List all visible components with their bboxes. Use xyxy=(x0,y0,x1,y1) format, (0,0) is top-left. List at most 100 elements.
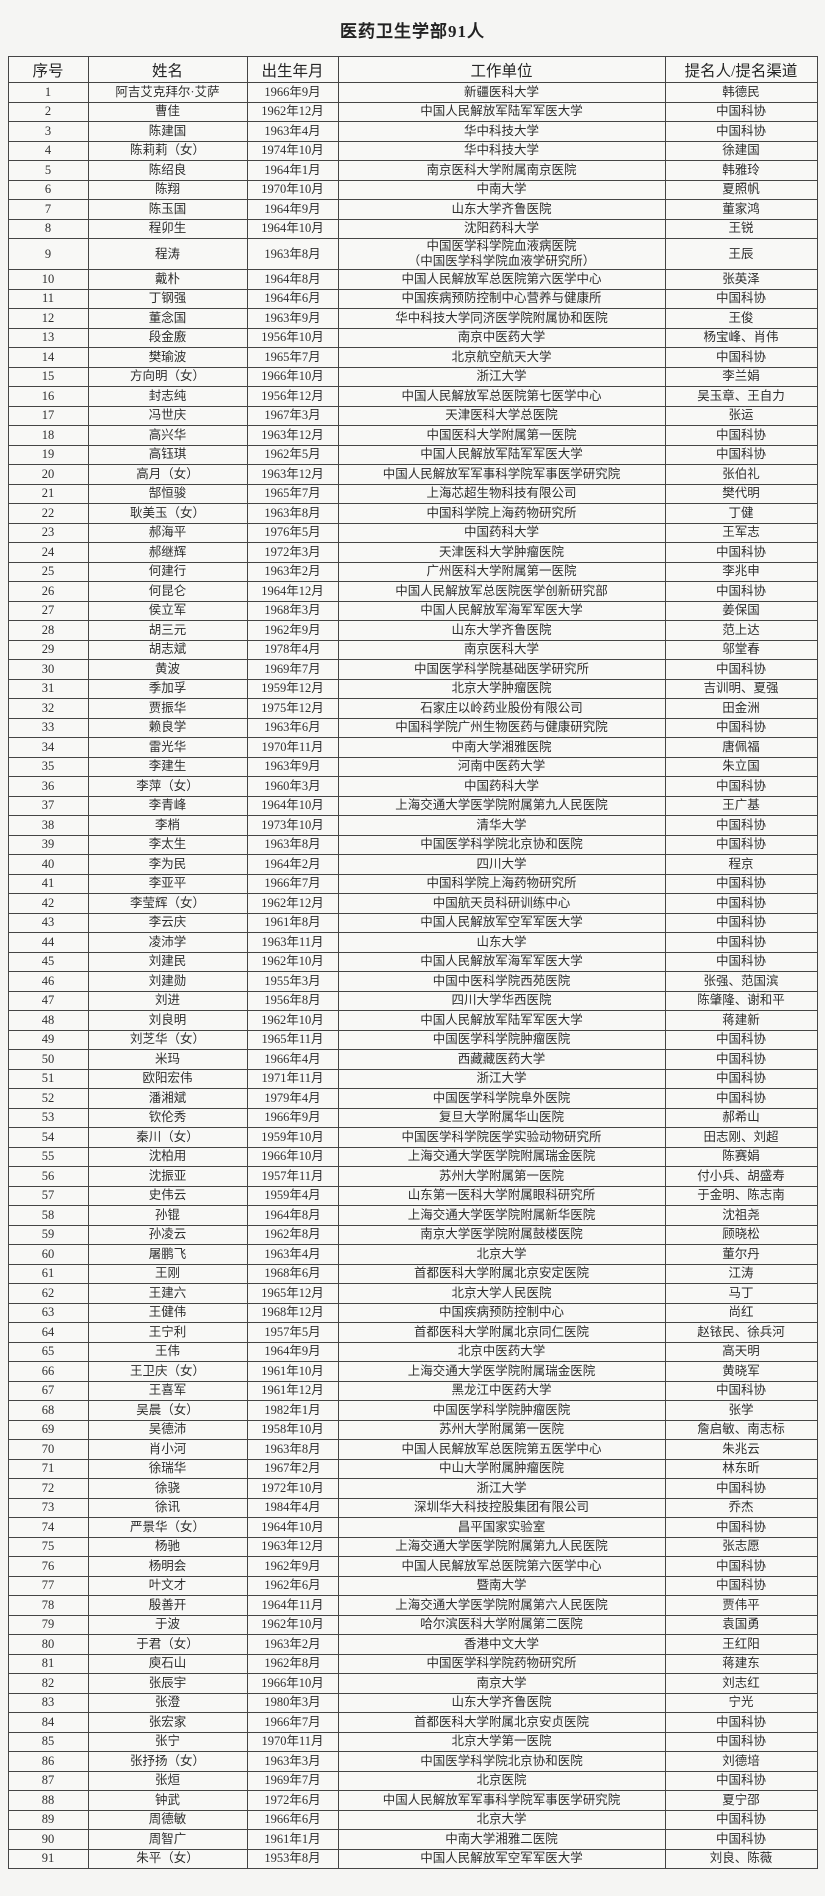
cell-index: 88 xyxy=(7,1790,89,1811)
cell-name: 高兴华 xyxy=(87,425,248,446)
cell-work-unit: 浙江大学 xyxy=(337,366,666,387)
cell-work-unit: 北京中医药大学 xyxy=(337,1341,666,1362)
cell-work-unit: 中国人民解放军军事科学院军事医学研究院 xyxy=(337,1790,666,1811)
table-row: 18 高兴华 1963年12月 中国医科大学附属第一医院 中国科协 xyxy=(7,425,818,446)
table-row: 88 钟武 1972年6月 中国人民解放军军事科学院军事医学研究院 夏宁邵 xyxy=(7,1790,818,1811)
cell-work-unit: 山东大学齐鲁医院 xyxy=(337,620,666,641)
cell-index: 13 xyxy=(7,327,89,348)
cell-birth: 1961年8月 xyxy=(246,912,339,933)
cell-name: 张烜 xyxy=(87,1770,248,1791)
table-row: 37 李青峰 1964年10月 上海交通大学医学院附属第九人民医院 王广基 xyxy=(7,795,818,816)
cell-birth: 1964年11月 xyxy=(246,1595,339,1616)
cell-name: 高月（女） xyxy=(87,464,248,485)
cell-nominator: 中国科协 xyxy=(664,1770,818,1791)
cell-birth: 1972年3月 xyxy=(246,542,339,563)
cell-name: 肖小河 xyxy=(87,1439,248,1460)
cell-nominator: 中国科协 xyxy=(664,1731,818,1752)
cell-birth: 1965年12月 xyxy=(246,1283,339,1304)
cell-index: 68 xyxy=(7,1400,89,1421)
cell-name: 朱平（女） xyxy=(87,1848,248,1869)
cell-work-unit: 清华大学 xyxy=(337,815,666,836)
cell-birth: 1964年12月 xyxy=(246,581,339,602)
cell-nominator: 董家鸿 xyxy=(664,199,818,220)
cell-birth: 1965年11月 xyxy=(246,1029,339,1050)
cell-birth: 1966年10月 xyxy=(246,366,339,387)
cell-nominator: 中国科协 xyxy=(664,1575,818,1596)
cell-index: 72 xyxy=(7,1478,89,1499)
cell-index: 44 xyxy=(7,932,89,953)
cell-index: 14 xyxy=(7,347,89,368)
cell-work-unit: 天津医科大学总医院 xyxy=(337,405,666,426)
cell-index: 25 xyxy=(7,561,89,582)
cell-work-unit: 四川大学 xyxy=(337,854,666,875)
cell-index: 6 xyxy=(7,179,89,200)
cell-index: 12 xyxy=(7,308,89,329)
cell-index: 43 xyxy=(7,912,89,933)
table-row: 72 徐骁 1972年10月 浙江大学 中国科协 xyxy=(7,1478,818,1499)
cell-index: 27 xyxy=(7,600,89,621)
cell-work-unit: 首都医科大学附属北京同仁医院 xyxy=(337,1322,666,1343)
cell-work-unit: 石家庄以岭药业股份有限公司 xyxy=(337,698,666,719)
cell-work-unit: 暨南大学 xyxy=(337,1575,666,1596)
table-row: 41 李亚平 1966年7月 中国科学院上海药物研究所 中国科协 xyxy=(7,873,818,894)
table-row: 22 耿美玉（女） 1963年8月 中国科学院上海药物研究所 丁健 xyxy=(7,503,818,524)
cell-nominator: 江涛 xyxy=(664,1263,818,1284)
cell-nominator: 韩德民 xyxy=(664,82,818,103)
cell-nominator: 中国科协 xyxy=(664,834,818,855)
cell-nominator: 林东昕 xyxy=(664,1458,818,1479)
cell-work-unit: 西藏藏医药大学 xyxy=(337,1049,666,1070)
cell-birth: 1963年8月 xyxy=(246,1439,339,1460)
table-row: 60 屠鹏飞 1963年4月 北京大学 董尔丹 xyxy=(7,1244,818,1265)
cell-nominator: 中国科协 xyxy=(664,1068,818,1089)
cell-work-unit: 中国医学科学院血液病医院 （中国医学科学院血液学研究所） xyxy=(337,238,666,270)
cell-nominator: 中国科协 xyxy=(664,1712,818,1733)
table-row: 11 丁钢强 1964年6月 中国疾病预防控制中心营养与健康所 中国科协 xyxy=(7,288,818,309)
cell-birth: 1966年9月 xyxy=(246,1107,339,1128)
cell-index: 71 xyxy=(7,1458,89,1479)
cell-work-unit: 中国中医科学院西苑医院 xyxy=(337,971,666,992)
cell-work-unit: 中国人民解放军陆军军医大学 xyxy=(337,101,666,122)
cell-nominator: 于金明、陈志南 xyxy=(664,1185,818,1206)
cell-index: 39 xyxy=(7,834,89,855)
table-body: 1 阿吉艾克拜尔·艾萨 1966年9月 新疆医科大学 韩德民 2 曹佳 1962年12月 中国人… xyxy=(7,82,818,1869)
cell-index: 40 xyxy=(7,854,89,875)
cell-birth: 1979年4月 xyxy=(246,1088,339,1109)
cell-nominator: 中国科协 xyxy=(664,581,818,602)
cell-work-unit: 沈阳药科大学 xyxy=(337,218,666,239)
column-header-index: 序号 xyxy=(7,56,89,83)
table-row: 48 刘良明 1962年10月 中国人民解放军陆军军医大学 蒋建新 xyxy=(7,1010,818,1031)
cell-work-unit: 中国医学科学院药物研究所 xyxy=(337,1653,666,1674)
cell-nominator: 郝希山 xyxy=(664,1107,818,1128)
cell-nominator: 王锐 xyxy=(664,218,818,239)
cell-birth: 1965年7月 xyxy=(246,347,339,368)
cell-nominator: 中国科协 xyxy=(664,873,818,894)
cell-name: 董念国 xyxy=(87,308,248,329)
cell-name: 丁钢强 xyxy=(87,288,248,309)
cell-nominator: 黄晓军 xyxy=(664,1361,818,1382)
table-row: 47 刘进 1956年8月 四川大学华西医院 陈肇隆、谢和平 xyxy=(7,990,818,1011)
table-row: 42 李莹辉（女） 1962年12月 中国航天员科研训练中心 中国科协 xyxy=(7,893,818,914)
cell-work-unit: 中国科学院广州生物医药与健康研究院 xyxy=(337,717,666,738)
cell-name: 王喜军 xyxy=(87,1380,248,1401)
cell-name: 陈玉国 xyxy=(87,199,248,220)
cell-name: 黄波 xyxy=(87,659,248,680)
cell-name: 杨明会 xyxy=(87,1556,248,1577)
cell-index: 85 xyxy=(7,1731,89,1752)
cell-work-unit: 中国科学院上海药物研究所 xyxy=(337,873,666,894)
cell-index: 5 xyxy=(7,160,89,181)
cell-birth: 1968年12月 xyxy=(246,1302,339,1323)
cell-name: 阿吉艾克拜尔·艾萨 xyxy=(87,82,248,103)
cell-index: 48 xyxy=(7,1010,89,1031)
cell-index: 66 xyxy=(7,1361,89,1382)
cell-index: 16 xyxy=(7,386,89,407)
cell-birth: 1968年6月 xyxy=(246,1263,339,1284)
cell-index: 24 xyxy=(7,542,89,563)
cell-name: 赖良学 xyxy=(87,717,248,738)
table-row: 46 刘建勋 1955年3月 中国中医科学院西苑医院 张强、范国滨 xyxy=(7,971,818,992)
cell-index: 78 xyxy=(7,1595,89,1616)
cell-nominator: 董尔丹 xyxy=(664,1244,818,1265)
cell-nominator: 徐建国 xyxy=(664,140,818,161)
cell-index: 83 xyxy=(7,1692,89,1713)
cell-birth: 1964年10月 xyxy=(246,795,339,816)
cell-index: 90 xyxy=(7,1829,89,1850)
